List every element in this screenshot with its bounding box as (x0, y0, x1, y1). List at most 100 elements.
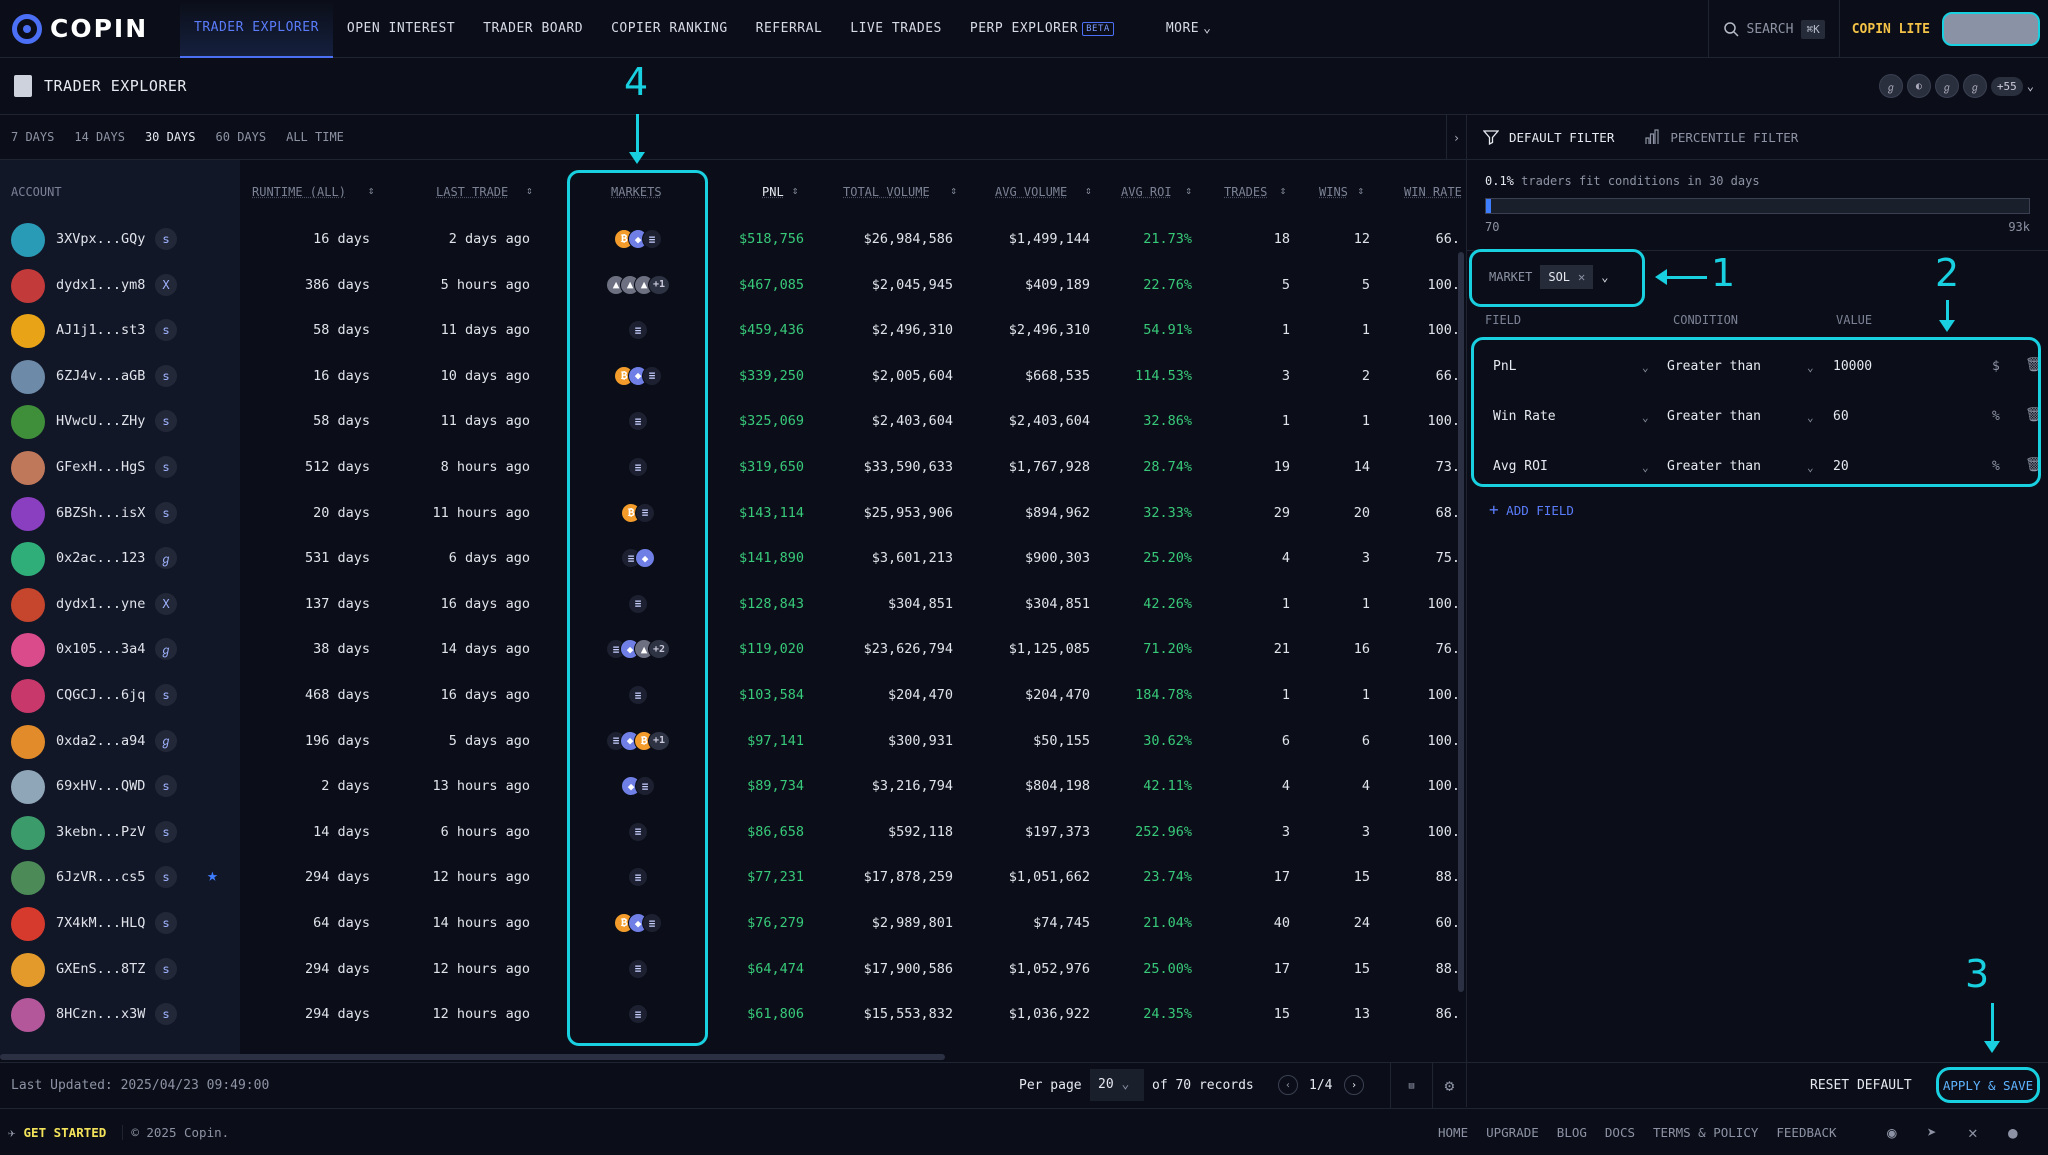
column-header-wins[interactable]: WINS (1319, 185, 1348, 199)
close-icon[interactable]: ✕ (1578, 270, 1586, 284)
x-icon[interactable]: ✕ (1968, 1123, 1978, 1142)
sort-icon[interactable]: ⇕ (1085, 184, 1092, 197)
market-icons[interactable]: ≡ ◆ ▲ +2 (560, 639, 716, 660)
table-row[interactable]: 6ZJ4v...aGB ꜱ 16 days 10 days ago $339,250 $2… (0, 354, 1466, 399)
sort-icon[interactable]: ⇕ (950, 184, 957, 197)
protocol-selector[interactable]: ℊ ◐ ℊ ℊ +55 ⌄ (1878, 74, 2034, 98)
column-header-total-volume[interactable]: TOTAL VOLUME (843, 185, 930, 199)
filter-field-select[interactable]: Avg ROI (1493, 459, 1548, 474)
table-row[interactable]: 3XVpx...GQy ꜱ 16 days 2 days ago $518,756 $26… (0, 217, 1466, 262)
account-address[interactable]: GFexH...HgS (56, 459, 146, 475)
market-icons[interactable]: ≡ (560, 457, 716, 477)
filter-field-select[interactable]: PnL (1493, 359, 1517, 374)
sort-icon[interactable]: ⇕ (791, 184, 799, 197)
market-icons[interactable]: ≡ (560, 1004, 716, 1025)
get-started-link[interactable]: GET STARTED (23, 1124, 107, 1140)
nav-item-open-interest[interactable]: OPEN INTEREST (333, 0, 469, 58)
market-icons[interactable]: ≡ (560, 867, 716, 888)
prev-page-button[interactable]: ‹ (1278, 1075, 1298, 1095)
account-address[interactable]: 6ZJ4v...aGB (56, 367, 146, 384)
filter-value-input[interactable]: 60 (1833, 409, 1849, 424)
avatar[interactable] (11, 815, 45, 850)
account-address[interactable]: CQGCJ...6jq (56, 687, 146, 703)
market-icons[interactable]: ≡ (560, 411, 716, 432)
search-button[interactable]: SEARCH ⌘K (1707, 0, 1839, 58)
copin-logo[interactable]: COPIN (0, 0, 180, 58)
chevron-down-icon[interactable]: ⌄ (1601, 270, 1609, 284)
market-icons[interactable]: ₿ ◆ ≡ (560, 229, 716, 249)
account-address[interactable]: 0x2ac...123 (56, 550, 146, 567)
next-page-button[interactable]: › (1344, 1075, 1364, 1095)
vertical-scrollbar[interactable] (1458, 252, 1464, 992)
account-address[interactable]: 3kebn...PzV (56, 823, 146, 840)
column-header-pnl[interactable]: PNL (762, 185, 784, 199)
account-address[interactable]: AJ1j1...st3 (56, 322, 146, 339)
avatar[interactable] (11, 451, 45, 485)
market-icons[interactable]: ₿ ≡ (560, 502, 716, 523)
table-row[interactable]: 6BZSh...isX ꜱ 20 days 11 hours ago $143,114 $… (0, 491, 1466, 536)
account-address[interactable]: 6BZSh...isX (56, 504, 146, 521)
market-icons[interactable]: ◆ ≡ (560, 776, 716, 797)
market-icons[interactable]: ▲ ▲ ▲ +1 (560, 274, 716, 295)
footer-link-feedback[interactable]: FEEDBACK (1776, 1125, 1837, 1140)
table-row[interactable]: dydx1...yne X 137 days 16 days ago $128,843 $… (0, 582, 1466, 627)
table-row[interactable]: 0xda2...a94 ℊ 196 days 5 days ago $97,141 $30… (0, 719, 1466, 764)
account-address[interactable]: 0xda2...a94 (56, 732, 146, 749)
wallet-button[interactable] (1942, 12, 2040, 46)
footer-link-docs[interactable]: DOCS (1604, 1125, 1636, 1140)
avatar[interactable] (11, 359, 45, 394)
market-icons[interactable]: ₿ ◆ ≡ (560, 365, 716, 386)
account-address[interactable]: 7X4kM...HLQ (56, 915, 146, 931)
filter-value-input[interactable]: 10000 (1833, 359, 1873, 374)
avatar[interactable] (11, 861, 45, 896)
table-row[interactable]: HVwcU...ZHy ꜱ 58 days 11 days ago $325,069 $2… (0, 399, 1466, 444)
avatar[interactable] (11, 907, 45, 941)
telegram-icon[interactable]: ➤ (1927, 1123, 1937, 1142)
nav-item-trader-explorer[interactable]: TRADER EXPLORER (180, 0, 333, 58)
avatar[interactable] (11, 770, 45, 805)
avatar[interactable] (11, 998, 45, 1033)
column-header-avg-volume[interactable]: AVG VOLUME (995, 185, 1068, 199)
discord-icon[interactable]: ◉ (1887, 1123, 1897, 1142)
apply-save-button[interactable]: APPLY & SAVE (1936, 1067, 2040, 1103)
avatar[interactable] (11, 679, 45, 713)
sort-icon[interactable]: ⇕ (1185, 184, 1192, 197)
copin-lite-link[interactable]: COPIN LITE (1838, 0, 1942, 58)
nav-item-more[interactable]: MORE ⌄ (1152, 0, 1226, 58)
nav-item-perp-explorer[interactable]: PERP EXPLORER BETA (956, 0, 1128, 58)
timeframe-14-days[interactable]: 14 DAYS (74, 130, 125, 144)
avatar[interactable] (11, 496, 45, 531)
csv-export-icon[interactable]: ▤ (1390, 1063, 1432, 1108)
filter-condition-select[interactable]: Greater than (1667, 459, 1761, 474)
table-row[interactable]: 8HCzn...x3W ꜱ 294 days 12 hours ago $61,806 $… (0, 992, 1466, 1037)
nav-item-live-trades[interactable]: LIVE TRADES (836, 0, 956, 58)
avatar[interactable] (11, 223, 45, 257)
table-row[interactable]: 3kebn...PzV ꜱ 14 days 6 hours ago $86,658 $59… (0, 810, 1466, 855)
avatar[interactable] (11, 587, 45, 622)
column-header-last-trade[interactable]: LAST TRADE (436, 185, 509, 199)
market-icons[interactable]: ≡ (560, 685, 716, 705)
table-row[interactable]: 6JzVR...cs5 ꜱ ★ 294 days 12 hours ago $77,231… (0, 855, 1466, 900)
per-page-select[interactable]: 20 ⌄ (1090, 1069, 1144, 1101)
sort-icon[interactable]: ⇕ (367, 184, 375, 197)
filter-condition-select[interactable]: Greater than (1667, 409, 1761, 424)
market-icons[interactable]: ≡ ◆ ₿ +1 (560, 730, 716, 751)
footer-link-home[interactable]: HOME (1438, 1125, 1469, 1140)
table-row[interactable]: 0x2ac...123 ℊ 531 days 6 days ago $141,890 $3… (0, 536, 1466, 581)
account-address[interactable]: 8HCzn...x3W (56, 1006, 146, 1023)
table-row[interactable]: 7X4kM...HLQ ꜱ 64 days 14 hours ago $76,279 $2… (0, 901, 1466, 946)
avatar[interactable] (11, 633, 45, 668)
market-icons[interactable]: ≡ (560, 593, 716, 614)
account-address[interactable]: dydx1...yne (56, 595, 146, 612)
account-address[interactable]: GXEnS...8TZ (56, 960, 146, 977)
market-icons[interactable]: ≡ (560, 320, 716, 341)
market-selector[interactable]: MARKET SOL ✕ ⌄ (1477, 250, 1647, 304)
avatar[interactable] (11, 268, 45, 303)
account-address[interactable]: 3XVpx...GQy (56, 231, 146, 247)
table-row[interactable]: 0x105...3a4 ℊ 38 days 14 days ago $119,020 $2… (0, 627, 1466, 672)
tab-default-filter[interactable]: DEFAULT FILTER (1483, 129, 1614, 145)
timeframe-60-days[interactable]: 60 DAYS (215, 130, 267, 144)
market-icons[interactable]: ≡ (560, 821, 716, 842)
nav-item-trader-board[interactable]: TRADER BOARD (469, 0, 597, 58)
nav-item-copier-ranking[interactable]: COPIER RANKING (597, 0, 742, 58)
